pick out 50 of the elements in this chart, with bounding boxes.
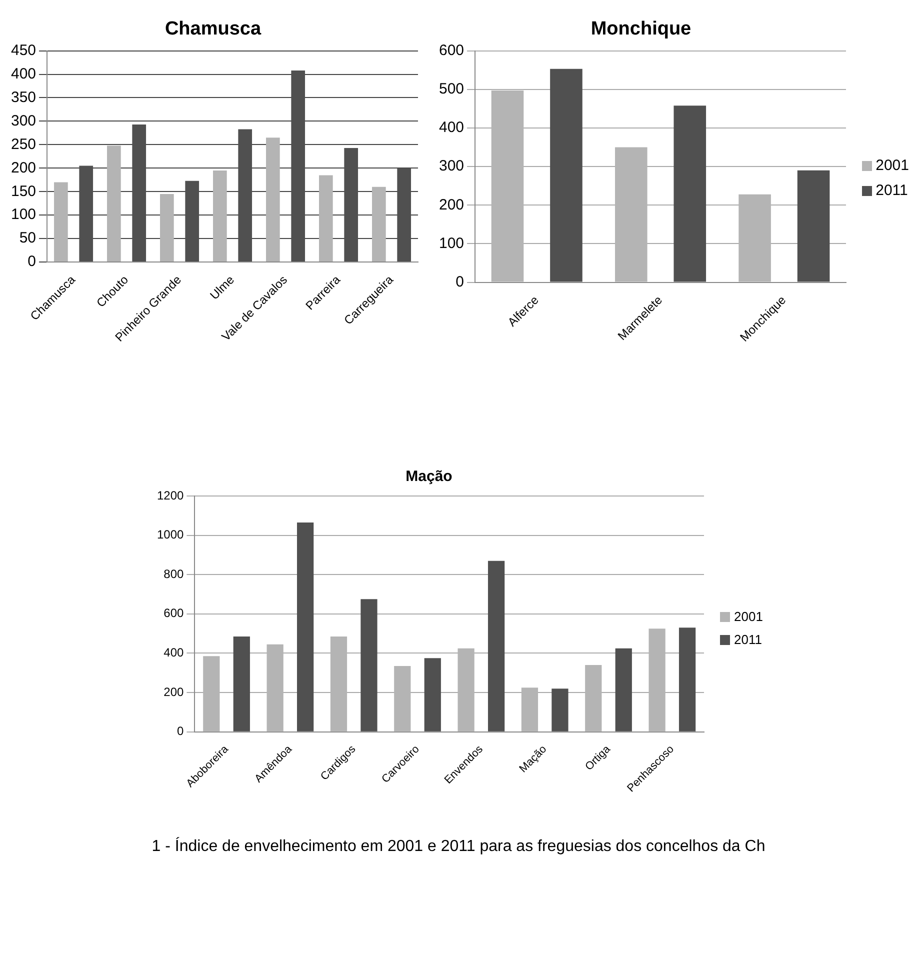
y-tick-label: 1200 [157, 488, 184, 502]
bar [488, 560, 505, 732]
legend-label: 2011 [734, 632, 762, 647]
y-tick-label: 100 [10, 206, 36, 224]
y-tick-label: 100 [438, 234, 464, 252]
bar [297, 522, 314, 732]
y-tick-label: 300 [10, 112, 36, 130]
chart-title: Mação [406, 468, 452, 486]
legend-label: 2001 [734, 609, 763, 624]
bar [550, 68, 582, 282]
y-tick-label: 1000 [157, 528, 184, 542]
bar [797, 170, 830, 282]
legend-label: 2001 [876, 157, 909, 174]
bar [318, 175, 333, 262]
y-tick-label: 250 [10, 136, 36, 153]
legend-label: 2011 [876, 182, 908, 199]
y-tick-label: 450 [10, 42, 36, 59]
bar [160, 194, 174, 262]
bar [360, 599, 378, 732]
bar [615, 648, 632, 732]
text: 1 - Índice de envelhecimento em 2001 e 2011 para as freguesias dos concelhos da Ch [150, 838, 766, 856]
y-tick-label: 800 [164, 566, 184, 581]
bar [679, 628, 696, 732]
chart-title: Chamusca [164, 18, 262, 40]
y-tick-label: 500 [438, 80, 464, 98]
bar [673, 106, 706, 282]
bar [213, 170, 227, 262]
y-tick-label: 300 [438, 158, 464, 175]
y-tick-label: 400 [164, 646, 184, 660]
bar [233, 636, 250, 732]
bar [266, 138, 280, 262]
y-tick-label: 0 [177, 724, 184, 738]
chart-title: Monchique [590, 18, 691, 40]
y-tick-label: 50 [19, 230, 36, 247]
y-tick-label: 600 [164, 606, 184, 620]
y-tick-label: 200 [164, 684, 184, 699]
y-tick-label: 200 [10, 159, 36, 176]
y-tick-label: 400 [10, 65, 36, 82]
y-tick-label: 600 [438, 42, 464, 59]
bar [54, 182, 68, 262]
y-tick-label: 150 [10, 182, 36, 200]
y-tick-label: 0 [455, 273, 464, 290]
y-tick-label: 200 [438, 196, 464, 214]
bar [552, 688, 568, 732]
y-tick-label: 350 [10, 88, 36, 106]
bar [372, 186, 386, 262]
bar [424, 658, 441, 732]
y-tick-label: 0 [28, 253, 36, 270]
y-tick-label: 400 [438, 119, 464, 136]
bar [107, 146, 121, 262]
